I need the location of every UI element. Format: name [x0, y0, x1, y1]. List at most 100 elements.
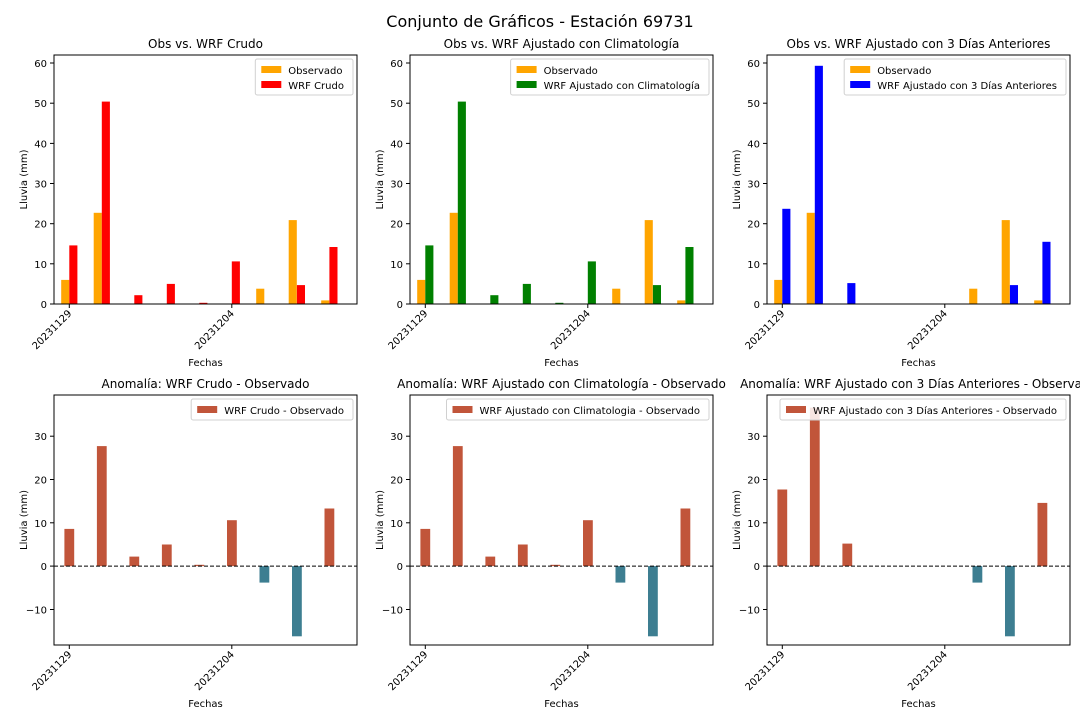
legend-swatch-1 — [850, 66, 871, 73]
anomaly-bar-3 — [161, 544, 172, 567]
y-tick-label: 30 — [34, 180, 47, 191]
x-tick-label: 20231204 — [549, 649, 593, 693]
y-tick-label: 10 — [390, 519, 403, 530]
legend: Observado WRF Ajustado con Climatología — [510, 58, 710, 96]
x-axis-label: Fechas — [188, 358, 223, 369]
y-tick-label: 10 — [34, 260, 47, 271]
x-tick-label: 20231204 — [906, 649, 950, 693]
y-tick-label: 30 — [747, 432, 760, 443]
anomaly-bar-8 — [680, 508, 691, 567]
chart-panel-5: −10 0 10 20 30 20231129 20231204 Anomalía: WRF … — [375, 377, 726, 710]
legend-swatch-1 — [452, 406, 473, 413]
anomaly-bar-2 — [129, 556, 140, 567]
legend-label-2: WRF Ajustado con 3 Días Anteriores — [877, 80, 1057, 92]
bar-wrf-0 — [782, 208, 791, 304]
x-tick-label: 20231204 — [906, 308, 950, 352]
legend: WRF Crudo - Observado — [190, 398, 354, 421]
axes-frame — [766, 54, 1071, 305]
axes-frame — [409, 394, 714, 646]
bar-wrf-5 — [587, 261, 596, 304]
bar-wrf-3 — [522, 283, 531, 304]
x-tick-label: 20231129 — [387, 649, 431, 693]
bar-observado-7 — [644, 220, 653, 304]
x-tick-label: 20231129 — [387, 308, 431, 352]
chart-panel-3: 0 10 20 30 40 50 60 20231129 20231204 Obs vs. WRF… — [732, 37, 1071, 369]
bar-wrf-3 — [166, 283, 175, 304]
figure-title: Conjunto de Gráficos - Estación 69731 — [386, 12, 693, 31]
anomaly-bar-6 — [259, 566, 270, 583]
bar-wrf-1 — [101, 101, 110, 304]
y-axis-label: Lluvia (mm) — [19, 149, 30, 209]
bar-wrf-5 — [231, 261, 240, 304]
x-tick-label: 20231129 — [31, 649, 75, 693]
bar-observado-0 — [61, 279, 70, 304]
legend-swatch-2 — [516, 81, 537, 88]
anomaly-bar-7 — [648, 566, 658, 637]
x-axis-label: Fechas — [188, 699, 223, 710]
y-axis-label: Lluvia (mm) — [375, 490, 386, 550]
legend-swatch-2 — [850, 81, 871, 88]
anomaly-bar-6 — [615, 566, 626, 583]
anomaly-bar-7 — [1005, 566, 1015, 637]
anomaly-bar-1 — [452, 446, 463, 567]
chart-title: Obs vs. WRF Ajustado con Climatología — [444, 37, 680, 51]
bar-wrf-4 — [199, 302, 208, 304]
legend-label-1: Observado — [877, 66, 931, 77]
anomaly-bar-5 — [227, 520, 237, 567]
legend-box — [190, 398, 354, 421]
y-tick-label: 0 — [754, 300, 760, 311]
y-tick-label: 30 — [390, 180, 403, 191]
bar-observado-0 — [774, 279, 783, 304]
y-tick-label: 20 — [34, 220, 47, 231]
y-tick-label: 30 — [34, 432, 47, 443]
y-tick-label: 10 — [747, 260, 760, 271]
x-axis-label: Fechas — [901, 699, 936, 710]
anomaly-bar-1 — [96, 446, 107, 567]
anomaly-bar-1 — [809, 407, 820, 567]
chart-title: Anomalía: WRF Ajustado con Climatología … — [397, 377, 726, 391]
y-tick-label: 40 — [390, 139, 403, 150]
y-tick-label: 50 — [390, 99, 403, 110]
bar-wrf-0 — [69, 245, 78, 304]
axes-frame — [766, 394, 1071, 646]
legend: WRF Ajustado con Climatologia - Observad… — [446, 398, 710, 421]
legend-swatch-1 — [516, 66, 537, 73]
bar-observado-8 — [677, 300, 686, 304]
legend-swatch-1 — [786, 406, 806, 413]
y-axis-label: Lluvia (mm) — [732, 490, 743, 550]
bar-observado-8 — [1034, 300, 1043, 304]
anomaly-bar-2 — [842, 543, 853, 567]
y-tick-label: −10 — [382, 606, 403, 617]
legend-label-1: WRF Ajustado con Climatologia - Observad… — [480, 406, 701, 417]
y-tick-label: 10 — [34, 519, 47, 530]
legend-box — [843, 58, 1067, 96]
y-axis-label: Lluvia (mm) — [375, 149, 386, 209]
y-tick-label: 40 — [747, 139, 760, 150]
axes-frame — [53, 54, 358, 305]
anomaly-bar-3 — [517, 544, 528, 567]
y-tick-label: 20 — [390, 220, 403, 231]
bar-wrf-7 — [652, 285, 661, 304]
legend: WRF Ajustado con 3 Días Anteriores - Obs… — [779, 398, 1067, 421]
chart-panel-4: −10 0 10 20 30 20231129 20231204 Anomalía: WRF … — [19, 377, 358, 710]
bar-wrf-7 — [296, 285, 305, 304]
y-tick-label: −10 — [739, 606, 760, 617]
x-tick-label: 20231129 — [31, 308, 75, 352]
x-axis-label: Fechas — [901, 358, 936, 369]
chart-title: Obs vs. WRF Crudo — [148, 37, 263, 51]
bar-wrf-0 — [425, 245, 434, 304]
bar-observado-6 — [969, 288, 978, 304]
bar-wrf-7 — [1009, 285, 1018, 304]
y-tick-label: 10 — [747, 519, 760, 530]
bar-wrf-2 — [134, 295, 143, 304]
y-tick-label: 50 — [747, 99, 760, 110]
axes-frame — [53, 394, 358, 646]
anomaly-bar-4 — [550, 564, 561, 567]
chart-panel-1: 0 10 20 30 40 50 60 20231129 20231204 Obs vs. WRF… — [19, 37, 358, 369]
y-axis-label: Lluvia (mm) — [19, 490, 30, 550]
chart-panel-2: 0 10 20 30 40 50 60 20231129 20231204 Obs vs. WRF… — [375, 37, 714, 369]
legend: Observado WRF Crudo — [254, 58, 354, 96]
anomaly-bar-0 — [64, 528, 75, 567]
legend-label-1: Observado — [288, 66, 342, 77]
legend-box — [446, 398, 710, 421]
